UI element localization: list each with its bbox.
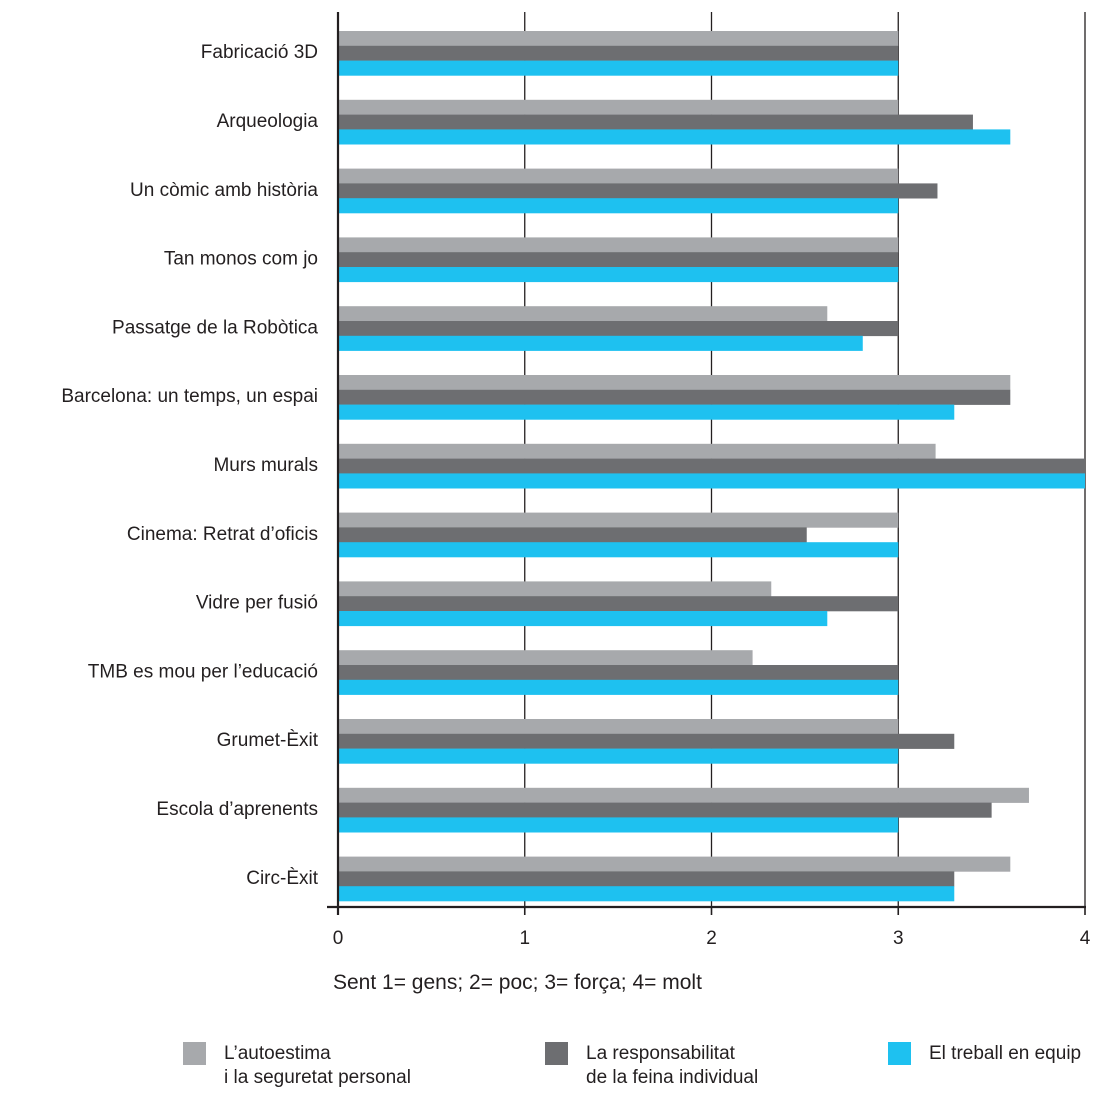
bar bbox=[338, 527, 807, 543]
bar bbox=[338, 542, 899, 558]
category-label: Vidre per fusió bbox=[196, 593, 318, 614]
tick-labels: 0 1 2 3 4 bbox=[333, 928, 1091, 949]
bar bbox=[338, 45, 899, 61]
category-label: Fabricació 3D bbox=[201, 42, 318, 63]
axes bbox=[327, 12, 1086, 915]
category-label: Tan monos com jo bbox=[164, 249, 318, 270]
category-label: Passatge de la Robòtica bbox=[112, 317, 318, 338]
bar bbox=[338, 114, 973, 130]
legend-item-responsabilitat: La responsabilitat de la feina individua… bbox=[545, 1042, 845, 1092]
legend-swatch-responsabilitat bbox=[545, 1042, 568, 1065]
legend-label-responsabilitat: La responsabilitat de la feina individua… bbox=[586, 1043, 759, 1088]
bar bbox=[338, 871, 955, 887]
bar bbox=[338, 252, 899, 268]
category-label: Grumet-Èxit bbox=[217, 730, 319, 751]
bar bbox=[338, 886, 955, 902]
x-tick-label: 2 bbox=[706, 928, 717, 949]
bar bbox=[338, 596, 899, 612]
category-labels: Fabricació 3D Arqueologia Un còmic amb his… bbox=[61, 42, 318, 889]
x-tick-label: 0 bbox=[333, 928, 344, 949]
category-label: TMB es mou per l’educació bbox=[88, 661, 318, 682]
category-label: Arqueologia bbox=[217, 111, 319, 132]
bar bbox=[338, 237, 899, 253]
bar bbox=[338, 306, 828, 322]
legend-label-autoestima: L’autoestima i la seguretat personal bbox=[224, 1043, 411, 1088]
category-label: Escola d’aprenents bbox=[156, 799, 318, 820]
bar bbox=[338, 581, 772, 597]
category-label: Barcelona: un temps, un espai bbox=[61, 386, 318, 407]
bar bbox=[338, 650, 753, 666]
legend-item-autoestima: L’autoestima i la seguretat personal bbox=[183, 1042, 483, 1092]
x-tick-label: 1 bbox=[519, 928, 530, 949]
bar bbox=[338, 335, 863, 351]
bar bbox=[338, 443, 936, 459]
bar bbox=[338, 719, 899, 735]
bar bbox=[338, 802, 992, 818]
category-label: Murs murals bbox=[213, 455, 318, 476]
bar bbox=[338, 183, 938, 199]
bar bbox=[338, 404, 955, 420]
bar bbox=[338, 31, 899, 47]
bar bbox=[338, 787, 1029, 803]
bar bbox=[338, 473, 1085, 489]
category-label: Circ-Èxit bbox=[246, 868, 318, 889]
legend-swatch-autoestima bbox=[183, 1042, 206, 1065]
bar bbox=[338, 665, 899, 681]
bars bbox=[338, 31, 1085, 902]
bar bbox=[338, 129, 1011, 145]
bar bbox=[338, 611, 828, 627]
x-axis-label: Sent 1= gens; 2= poc; 3= força; 4= molt bbox=[333, 971, 702, 994]
bar-chart: Fabricació 3D Arqueologia Un còmic amb his… bbox=[61, 12, 1091, 949]
bar bbox=[338, 512, 899, 528]
x-tick-label: 4 bbox=[1080, 928, 1091, 949]
legend-item-treball-equip: El treball en equip bbox=[888, 1042, 1104, 1092]
bar bbox=[338, 679, 899, 695]
bar bbox=[338, 198, 899, 214]
bar bbox=[338, 389, 1011, 405]
legend-label-treball-equip: El treball en equip bbox=[929, 1043, 1082, 1064]
bar bbox=[338, 458, 1085, 474]
bar bbox=[338, 748, 899, 764]
category-label: Un còmic amb història bbox=[130, 180, 318, 201]
x-tick-label: 3 bbox=[893, 928, 904, 949]
bar bbox=[338, 168, 899, 184]
bar bbox=[338, 60, 899, 76]
bar bbox=[338, 321, 899, 337]
bar bbox=[338, 267, 899, 283]
bar bbox=[338, 733, 955, 749]
bar bbox=[338, 817, 899, 833]
bar bbox=[338, 856, 1011, 872]
bar bbox=[338, 99, 899, 115]
bar bbox=[338, 375, 1011, 391]
category-label: Cinema: Retrat d’oficis bbox=[127, 524, 318, 545]
legend-swatch-treball-equip bbox=[888, 1042, 911, 1065]
